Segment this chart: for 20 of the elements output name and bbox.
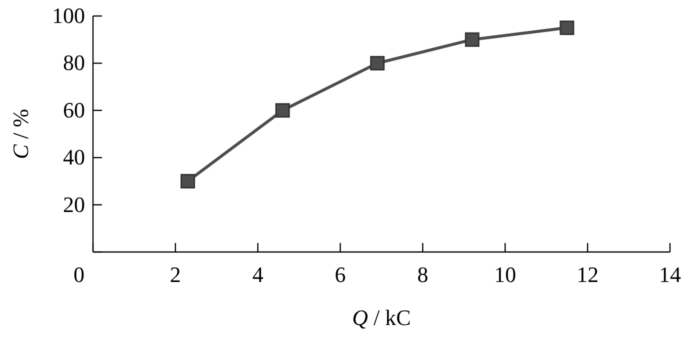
x-tick-label: 14 [659,262,681,287]
point [464,32,480,47]
point [370,56,385,70]
y-tick-label: 80 [63,50,85,76]
y-tick-label: 40 [63,144,85,170]
x-tick-label: 0 [74,262,84,287]
point [180,174,196,188]
y-axis-title: C / % [8,108,33,160]
x-tick-label: 6 [334,262,346,287]
point [560,20,574,36]
x-tick-label: 12 [576,262,599,287]
y-tick-label: 100 [52,3,85,28]
x-axis-title: Q / kC [352,305,411,330]
y-tick-label: 60 [63,97,85,122]
x-tick-label: 8 [417,262,428,287]
point [275,103,290,118]
y-tick-label: 20 [63,192,85,217]
x-tick-label: 10 [494,262,516,287]
x-tick-label: 4 [252,262,264,287]
x-tick-label: 2 [170,262,181,287]
